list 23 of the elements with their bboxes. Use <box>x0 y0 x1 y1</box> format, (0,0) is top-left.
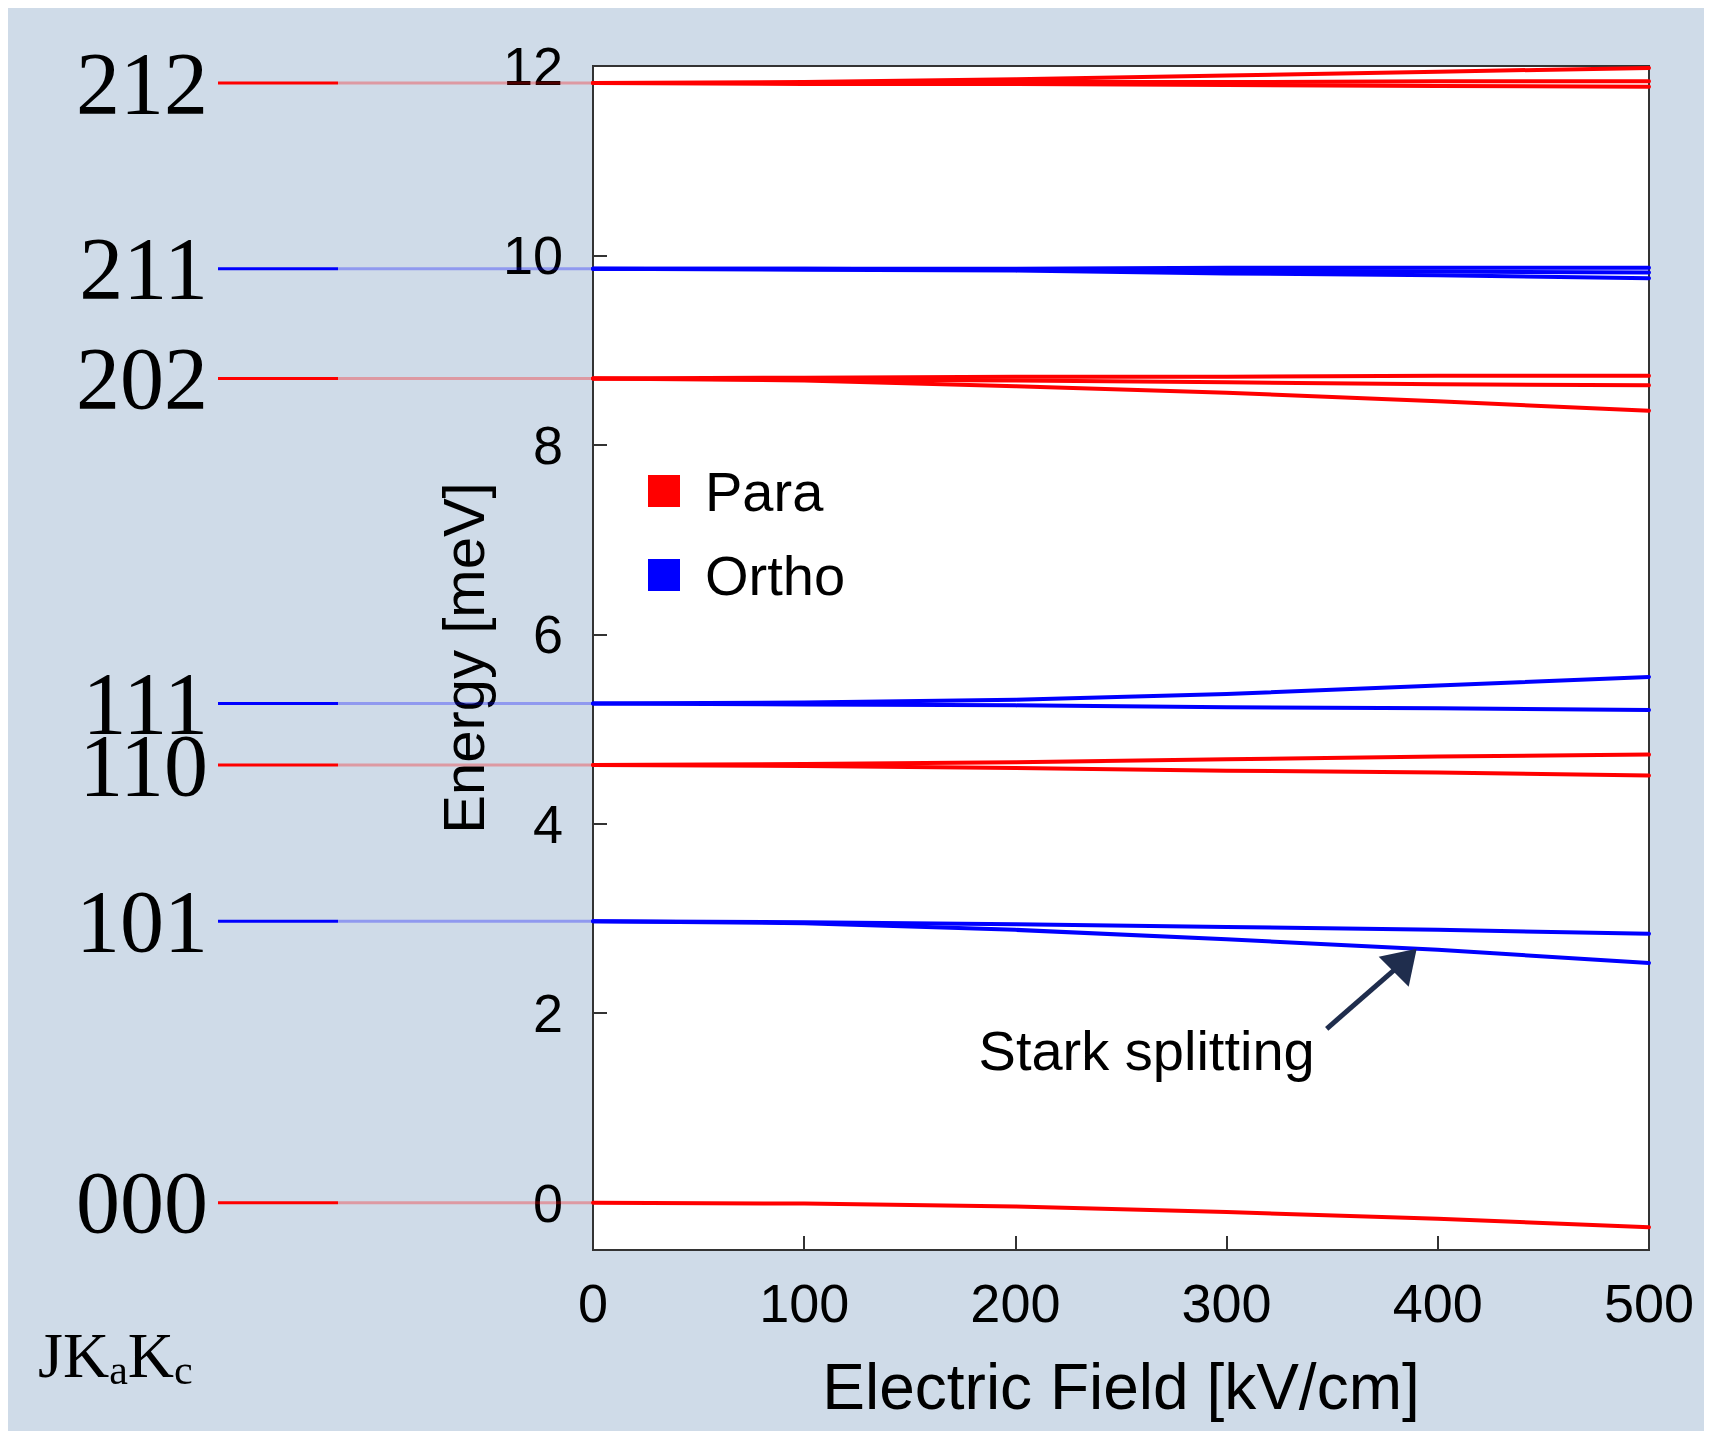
legend-label: Para <box>705 459 825 523</box>
y-tick-label: 12 <box>502 36 563 96</box>
x-axis-title: Electric Field [kV/cm] <box>822 1351 1420 1423</box>
text: 000 <box>76 1154 208 1252</box>
y-tick-label: 0 <box>532 1172 563 1233</box>
y-tick-label: 6 <box>532 604 563 665</box>
x-tick-label: 100 <box>759 1273 850 1333</box>
text: 212 <box>76 34 208 132</box>
text: 101 <box>76 872 208 970</box>
y-axis-title: Energy [meV] <box>430 482 496 834</box>
text: 202 <box>76 330 208 428</box>
x-tick-label: 0 <box>577 1273 609 1333</box>
x-tick-label: 200 <box>970 1273 1061 1333</box>
x-tick-label: 500 <box>1603 1273 1695 1333</box>
annotation: Stark splitting <box>978 1019 1315 1083</box>
x-tick-label: 400 <box>1392 1273 1483 1333</box>
y-tick-label: 2 <box>532 983 563 1044</box>
y-tick-label: 4 <box>532 793 563 854</box>
y-tick-label: 8 <box>532 414 563 475</box>
y-tick-label: 10 <box>502 225 563 286</box>
legend-label: Ortho <box>705 543 846 607</box>
text: 211 <box>79 220 208 318</box>
x-tick-label: 300 <box>1181 1273 1272 1333</box>
